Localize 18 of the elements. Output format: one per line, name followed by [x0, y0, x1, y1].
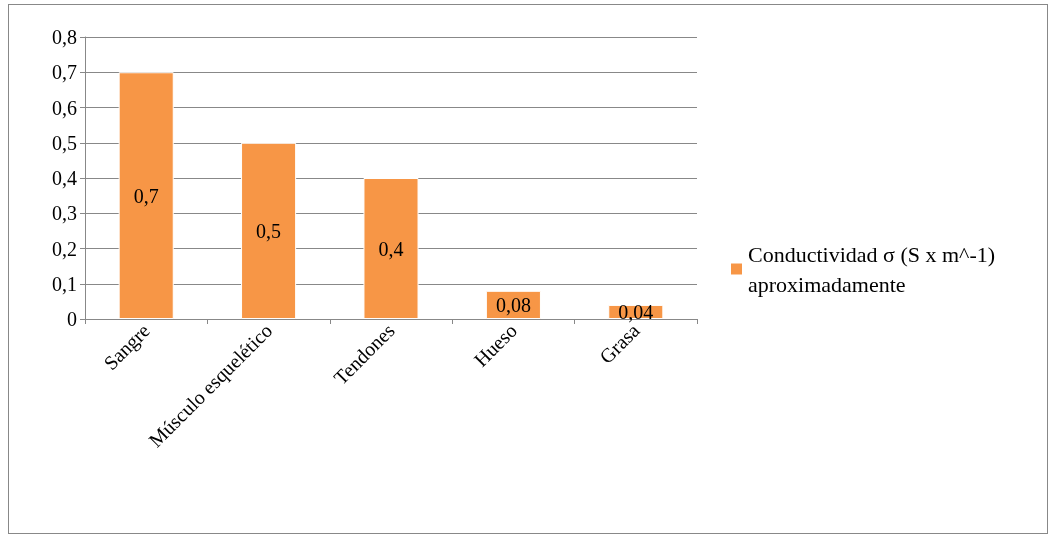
- data-label: 0,4: [378, 237, 404, 260]
- y-tick-label: 0,7: [52, 61, 77, 84]
- data-label: 0,04: [618, 300, 654, 323]
- y-tick-label: 0,2: [52, 237, 77, 260]
- data-label: 0,08: [495, 293, 531, 316]
- y-tick-label: 0,1: [52, 272, 77, 295]
- bar: [241, 142, 297, 319]
- data-label: 0,7: [133, 184, 159, 207]
- data-label: 0,5: [256, 219, 282, 242]
- bar: [363, 178, 419, 319]
- y-tick-label: 0,8: [52, 26, 77, 48]
- y-tick-label: 0,5: [52, 131, 77, 154]
- bar: [118, 72, 174, 319]
- legend-label: Conductividad σ (S x m^-1) aproximadamente: [748, 241, 1001, 297]
- y-tick-label: 0,4: [52, 167, 77, 189]
- y-tick-label: 0: [67, 308, 77, 330]
- y-tick-label: 0,6: [52, 96, 77, 119]
- y-tick-label: 0,3: [52, 202, 77, 225]
